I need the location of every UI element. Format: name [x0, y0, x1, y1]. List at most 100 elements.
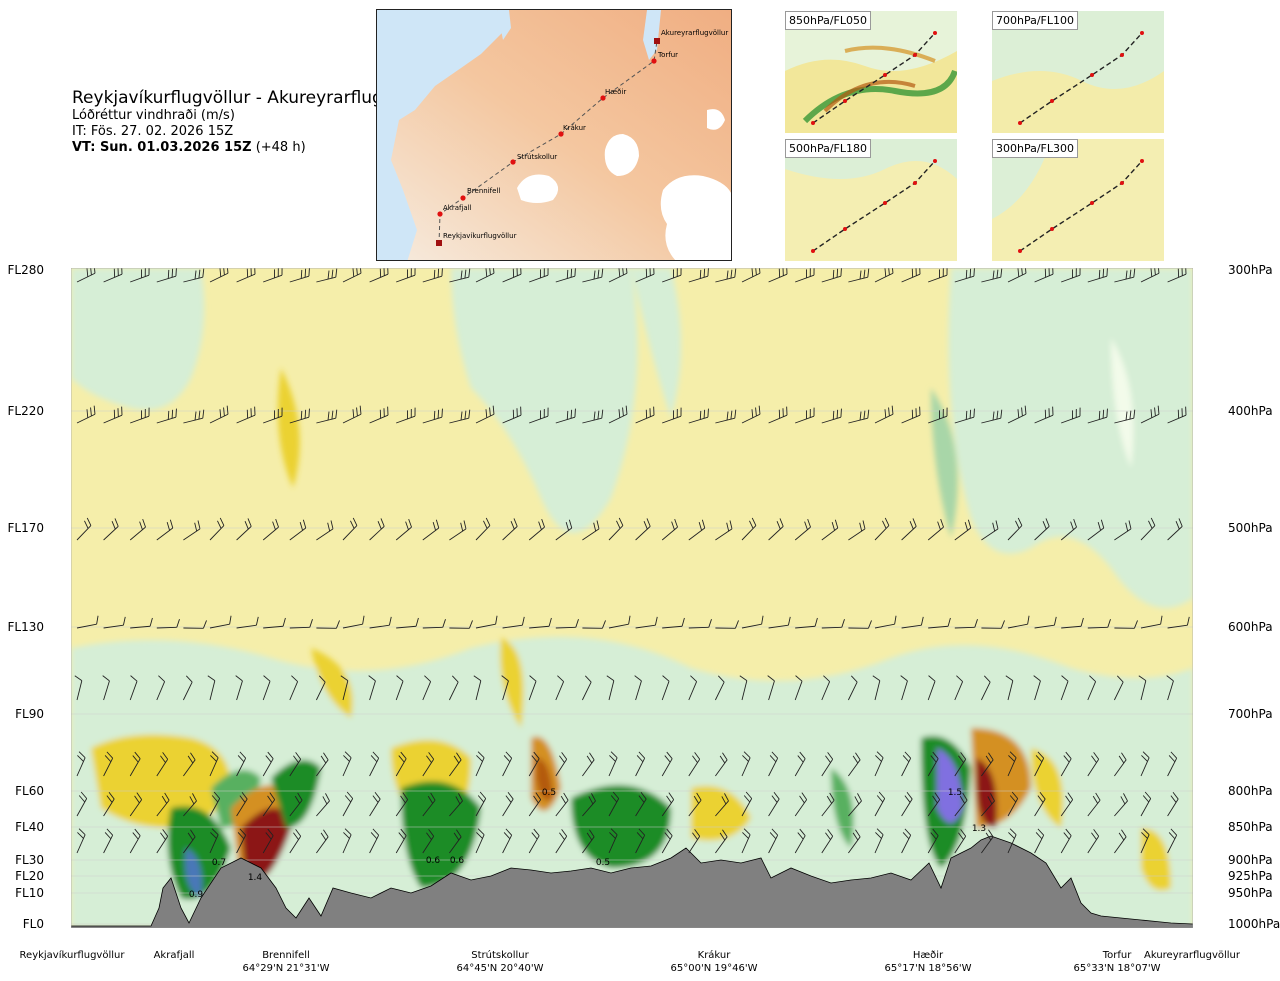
wind-barb	[289, 268, 310, 283]
wind-barb	[582, 409, 604, 424]
wind-barb	[980, 675, 991, 701]
wind-barb	[1007, 791, 1019, 817]
wind-barb	[103, 828, 114, 854]
wind-barb	[209, 268, 229, 283]
wind-barb	[289, 619, 313, 629]
wind-barb	[821, 519, 839, 541]
wind-barb	[981, 268, 1003, 283]
wind-barb	[662, 617, 685, 629]
wind-barb	[209, 615, 232, 629]
wind-barb	[76, 405, 96, 424]
wind-barb	[396, 407, 416, 424]
contour-labels: 0.9 0.7 1.4 0.6 0.6 0.5 0.5 1.5 1.3	[189, 788, 986, 900]
waypoint-name: Hæðir	[912, 950, 944, 961]
wind-barb	[236, 518, 252, 541]
wind-barb	[927, 518, 944, 541]
wind-barb	[129, 518, 146, 541]
wind-barb	[156, 792, 170, 817]
wind-barb	[848, 520, 866, 541]
wind-barb	[582, 793, 596, 817]
wind-barb	[449, 409, 471, 424]
wind-barb	[688, 619, 712, 629]
wind-barb	[1034, 406, 1054, 424]
wind-barb	[767, 675, 775, 701]
wind-barb	[1167, 268, 1187, 283]
wind-barb	[74, 675, 83, 701]
wind-barb	[182, 675, 193, 701]
wind-barb	[502, 751, 513, 777]
waypoint-name: Strútskollur	[471, 950, 529, 961]
wind-barb	[475, 517, 491, 541]
wind-barb	[316, 793, 330, 817]
wind-barb	[369, 268, 389, 283]
wind-barb	[715, 752, 728, 777]
waypoint-name: Torfur	[1102, 950, 1132, 961]
wind-barb	[981, 620, 1005, 629]
wind-barb	[634, 675, 642, 701]
wind-barb	[129, 751, 141, 777]
wind-barb	[342, 751, 352, 777]
wind-barb	[927, 828, 939, 854]
wind-barb	[848, 793, 862, 817]
wind-barb	[502, 406, 522, 424]
wind-barb	[1007, 751, 1017, 777]
wind-barb	[1034, 616, 1057, 629]
wind-barb	[794, 828, 806, 854]
wind-barb	[927, 751, 939, 777]
wind-barb	[236, 791, 248, 817]
wind-barb	[901, 406, 921, 424]
wind-barb	[448, 675, 459, 701]
wind-barb	[102, 675, 110, 701]
route-map-graphic: Akureyrarflugvöllur Torfur Hæðir Krákur …	[377, 10, 731, 260]
wind-barb	[1060, 751, 1072, 777]
wind-barb	[369, 828, 380, 854]
wind-barb	[342, 405, 362, 424]
wind-barb	[928, 617, 951, 629]
wind-barb	[608, 751, 618, 777]
contour-label: 1.4	[248, 873, 263, 883]
wind-barb	[821, 408, 842, 424]
wind-barb	[236, 751, 247, 777]
wind-barb	[449, 752, 462, 777]
wind-barb	[1114, 793, 1128, 817]
hpa-label: 1000hPa	[1228, 917, 1280, 931]
wind-barb	[183, 520, 201, 541]
wind-barb	[289, 752, 302, 777]
contour-label: 0.6	[450, 856, 465, 866]
wind-barb	[794, 675, 803, 701]
wind-barb	[369, 406, 389, 424]
wind-barb	[714, 675, 725, 701]
hpa-label: 850hPa	[1228, 820, 1273, 834]
wind-barb	[555, 829, 568, 854]
wind-barb	[209, 828, 219, 854]
wind-barb	[872, 675, 881, 701]
wind-barb	[183, 793, 197, 817]
waypoint-label: Akureyrarflugvöllur	[1144, 950, 1240, 963]
wind-barb	[1087, 619, 1111, 629]
wind-barb	[555, 792, 569, 817]
wind-barb	[129, 828, 141, 854]
map-label-akureyri: Akureyrarflugvöllur	[661, 29, 728, 37]
wind-barb	[768, 751, 779, 777]
wind-barb	[768, 616, 791, 629]
mini-map-850: 850hPa/FL050	[785, 11, 957, 133]
wind-barb	[608, 405, 628, 424]
wind-barb	[1087, 792, 1101, 817]
wind-barb	[422, 675, 432, 701]
wind-barb	[741, 615, 764, 629]
wind-barb	[582, 829, 595, 854]
wind-barb	[1060, 518, 1077, 541]
wind-barb	[103, 268, 123, 283]
contour-label: 1.3	[972, 824, 986, 834]
wind-barb	[396, 617, 419, 629]
wind-barb	[608, 268, 628, 283]
wind-barb	[768, 406, 788, 424]
wind-barb	[608, 517, 624, 541]
wind-barb	[289, 408, 310, 424]
wind-barb	[768, 828, 779, 854]
wind-barb	[1140, 828, 1150, 854]
fl-label: FL10	[15, 886, 44, 900]
waypoint-label: Krákur 65°00'N 19°46'W	[671, 950, 758, 975]
wind-barb	[981, 520, 999, 541]
wind-barb	[901, 268, 921, 283]
